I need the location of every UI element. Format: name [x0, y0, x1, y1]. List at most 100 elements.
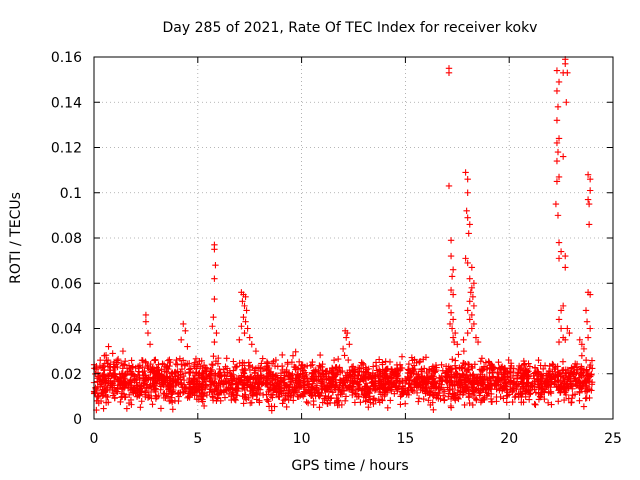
data-point: [489, 363, 496, 370]
data-point: [588, 371, 595, 379]
data-point: [123, 364, 131, 372]
data-point: [328, 394, 335, 402]
data-point: [397, 393, 404, 400]
data-point: [362, 383, 369, 390]
data-point: [576, 388, 583, 395]
data-point: [469, 386, 476, 393]
data-point: [199, 370, 206, 377]
data-point: [497, 365, 504, 373]
data-point: [557, 307, 565, 314]
data-point: [372, 359, 380, 366]
data-point: [513, 381, 520, 388]
data-point: [576, 379, 584, 386]
data-point: [258, 360, 265, 367]
data-point: [477, 358, 484, 365]
data-point: [553, 178, 561, 185]
data-point: [320, 381, 328, 389]
data-point: [130, 385, 137, 393]
data-point: [582, 307, 590, 314]
data-point: [554, 212, 562, 219]
data-point: [505, 356, 512, 364]
data-point: [452, 371, 459, 378]
data-point: [167, 383, 174, 390]
data-point: [469, 380, 476, 387]
data-point: [478, 355, 486, 362]
data-point: [531, 364, 539, 372]
data-point: [554, 377, 561, 384]
data-point: [398, 353, 406, 360]
data-point: [375, 356, 383, 363]
data-point: [501, 364, 508, 372]
data-point: [242, 318, 249, 325]
data-point: [440, 392, 447, 399]
data-point: [319, 360, 326, 368]
data-point: [555, 316, 563, 323]
data-point: [238, 372, 245, 379]
data-point: [574, 382, 581, 389]
data-point: [430, 406, 437, 413]
data-point: [371, 373, 378, 380]
data-point: [328, 369, 335, 376]
data-point: [512, 392, 519, 400]
data-point: [273, 379, 281, 386]
data-point: [341, 397, 349, 405]
data-point: [139, 364, 146, 371]
grid-lines: [94, 57, 613, 419]
data-point: [580, 345, 588, 353]
data-point: [282, 382, 289, 389]
data-point: [413, 359, 420, 367]
data-point: [561, 388, 568, 395]
data-point: [300, 390, 308, 397]
data-point: [533, 368, 541, 375]
data-point: [586, 386, 593, 393]
data-point: [163, 364, 171, 372]
data-point: [166, 374, 173, 382]
data-point: [588, 357, 596, 364]
data-point: [128, 357, 135, 364]
data-point: [131, 375, 138, 383]
data-point: [531, 400, 538, 408]
data-point: [252, 347, 260, 355]
data-point: [361, 386, 368, 394]
y-tick-label: 0.12: [51, 141, 82, 157]
data-point: [101, 382, 108, 390]
data-point: [393, 361, 401, 369]
data-point: [335, 355, 342, 363]
data-point: [571, 391, 579, 398]
data-point: [306, 389, 313, 396]
data-point: [278, 390, 285, 397]
data-point: [520, 357, 527, 365]
data-point: [489, 373, 497, 381]
data-point: [261, 365, 269, 372]
data-point: [284, 360, 291, 368]
data-point: [317, 378, 325, 385]
data-point: [348, 363, 356, 371]
data-point: [541, 395, 548, 403]
data-point: [552, 200, 560, 208]
data-point: [555, 369, 562, 377]
data-point: [168, 390, 176, 398]
data-point: [379, 359, 386, 366]
data-point: [312, 392, 319, 400]
data-point: [251, 383, 258, 390]
data-point: [588, 378, 596, 386]
data-point: [415, 395, 423, 402]
data-point: [325, 393, 332, 401]
data-point: [256, 381, 263, 389]
data-point: [294, 393, 301, 400]
data-point: [283, 383, 290, 390]
data-point: [553, 67, 561, 74]
data-point: [357, 375, 364, 382]
data-point: [211, 387, 218, 395]
data-point: [211, 295, 218, 303]
data-point: [572, 375, 579, 382]
data-point: [432, 361, 440, 369]
data-point: [470, 320, 478, 328]
data-point: [134, 382, 142, 389]
data-point: [218, 377, 225, 384]
data-point: [555, 78, 563, 86]
data-point: [485, 358, 492, 365]
data-point: [173, 356, 180, 364]
data-point: [216, 365, 223, 373]
data-point: [268, 407, 275, 414]
